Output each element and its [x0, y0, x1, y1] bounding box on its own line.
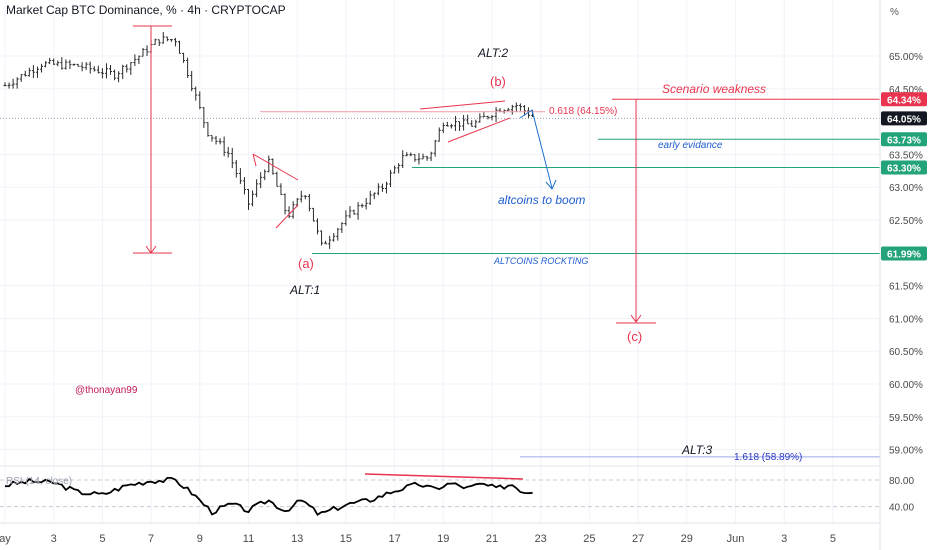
price-badge-label: 61.99% [887, 249, 921, 260]
wave-a-label: (a) [298, 256, 314, 271]
price-tick-label: 63.00% [889, 183, 923, 194]
price-badge-bg [881, 160, 927, 175]
price-badge-bg [881, 246, 927, 261]
time-tick-label: 3 [781, 533, 787, 545]
price-tick-label: 61.00% [889, 314, 923, 325]
time-tick-label: 3 [51, 533, 57, 545]
time-tick-label: 5 [99, 533, 105, 545]
altcoins-to-boom-label: altcoins to boom [498, 193, 585, 207]
rsi-pane: 80.00 40.00 [0, 465, 914, 516]
level-lines [0, 25, 880, 458]
time-tick-label: 15 [340, 533, 352, 545]
time-tick-label: 5 [830, 533, 836, 545]
alt1-label: ALT:1 [289, 283, 320, 297]
time-tick-label: 17 [388, 533, 400, 545]
wedge-lower [447, 117, 511, 143]
price-tick-label: 65.00% [889, 52, 923, 63]
price-badge-label: 63.73% [887, 135, 921, 146]
price-tick-label: 59.00% [889, 446, 923, 457]
rsi-tick-label: 80.00 [889, 476, 914, 487]
time-tick-label: 13 [291, 533, 303, 545]
time-axis: ay 3 5 7 9 11 13 15 17 19 21 23 25 27 29 Jun 3 5 [0, 533, 836, 545]
price-axis: 65.00% 64.50% 63.50% 63.00% 62.50% 61.50% 61.0… [879, 0, 923, 550]
arrow-head-a [145, 245, 157, 254]
early-evidance-label: early evidance [658, 140, 723, 151]
price-badge-label: 64.34% [887, 95, 921, 106]
triangle-upper [252, 153, 299, 181]
fib-1618-label: 1.618 (58.89%) [734, 452, 802, 463]
price-badge-label: 64.05% [887, 114, 921, 125]
time-tick-label: 23 [535, 533, 547, 545]
time-tick-label: 11 [243, 533, 254, 545]
chart-title: Market Cap BTC Dominance, % · 4h · CRYPT… [6, 3, 286, 17]
price-badges: 64.34% 64.05% 63.73% 63.30% 61.99% [881, 92, 927, 261]
wave-c-label: (c) [627, 329, 642, 344]
author-watermark: @thonayan99 [75, 385, 138, 396]
alt2-label: ALT:2 [477, 46, 509, 60]
time-tick-label: 27 [632, 533, 644, 545]
time-tick-label: 9 [197, 533, 203, 545]
time-tick-label: 21 [486, 533, 498, 545]
price-badge-bg [881, 92, 927, 107]
scenario-weakness-label: Scenario weakness [662, 82, 766, 96]
price-tick-label: 60.50% [889, 347, 923, 358]
wedge-upper [419, 100, 506, 110]
wave-b-label: (b) [490, 74, 506, 89]
projection-arrow-head [545, 179, 557, 190]
price-badge-bg [881, 132, 927, 147]
rsi-line [5, 477, 533, 516]
price-tick-label: 62.50% [889, 216, 923, 227]
projection-arrow [519, 109, 553, 189]
price-tick-label: 63.50% [889, 150, 923, 161]
price-tick-label: 64.50% [889, 85, 923, 96]
time-tick-label: ay [0, 533, 11, 545]
triangle-lower [275, 204, 299, 229]
rsi-tick-label: 40.00 [889, 503, 914, 514]
fib-0618-label: 0.618 (64.15%) [549, 106, 617, 117]
time-tick-label: Jun [727, 533, 745, 545]
time-tick-label: 29 [681, 533, 693, 545]
altcoins-rockting-label: ALTCOINS ROCKTING [493, 256, 588, 266]
price-scale-unit: % [890, 7, 899, 18]
price-badge-label: 63.30% [887, 164, 921, 175]
time-tick-label: 7 [148, 533, 154, 545]
time-tick-label: 25 [583, 533, 595, 545]
arrow-head-c [630, 314, 642, 323]
time-tick-label: 19 [437, 533, 449, 545]
price-tick-label: 59.50% [889, 413, 923, 424]
price-tick-label: 61.50% [889, 282, 923, 293]
rsi-divergence-line [364, 473, 524, 480]
alt3-label: ALT:3 [681, 443, 713, 457]
grid-lines [0, 0, 880, 523]
price-tick-label: 60.00% [889, 380, 923, 391]
rsi-label: RSI (14, close) [6, 476, 72, 487]
price-badge-bg [881, 111, 927, 126]
